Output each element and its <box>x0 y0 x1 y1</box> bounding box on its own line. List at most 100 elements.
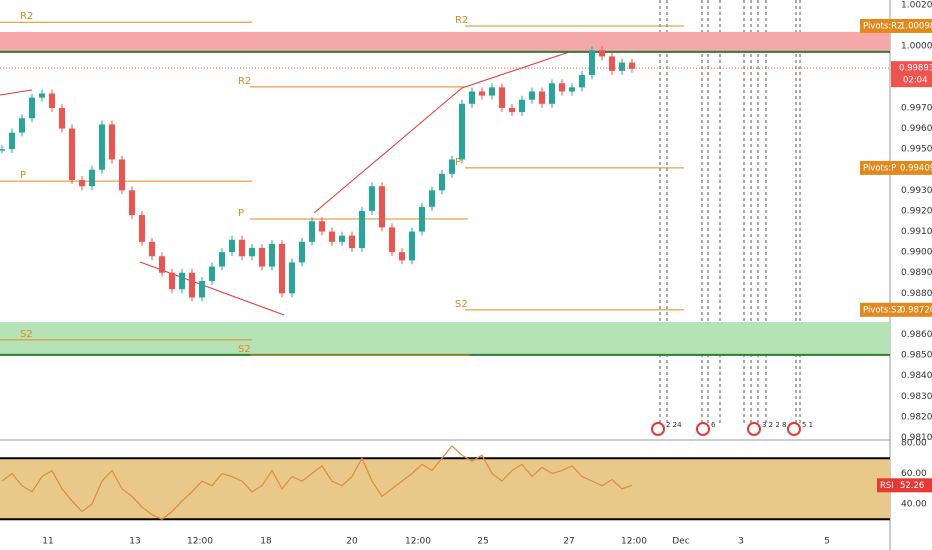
candle <box>289 262 295 294</box>
event-icon <box>787 422 801 436</box>
candle <box>279 243 285 294</box>
rsi-tick-label: 60.00 <box>901 469 927 479</box>
candle <box>59 107 65 129</box>
candle <box>579 74 585 88</box>
candle <box>419 206 425 232</box>
event-label: 3 2 2 8 <box>762 421 787 429</box>
candle <box>69 128 75 181</box>
rsi-tick-label: 40.00 <box>901 500 927 510</box>
zone <box>0 321 890 355</box>
trend-line <box>313 44 591 214</box>
candle <box>599 50 605 57</box>
candle <box>9 132 15 150</box>
price-label-value: 1.00098 <box>900 21 932 31</box>
candle <box>619 62 625 71</box>
candle <box>29 97 35 119</box>
candle <box>589 50 595 75</box>
countdown: 02:04 <box>903 76 928 86</box>
x-tick-label: 18 <box>260 537 272 547</box>
candle <box>479 91 485 96</box>
x-tick-label: 13 <box>129 537 140 547</box>
pivot-label: S2 <box>20 329 33 340</box>
candle <box>119 159 125 191</box>
pivot-label: R2 <box>20 11 33 22</box>
rsi-name: RSI <box>880 481 894 491</box>
x-tick-label: 12:00 <box>621 537 647 547</box>
price-label-name: Pivots:S2 <box>863 305 902 315</box>
candle <box>359 210 365 249</box>
candle <box>469 91 475 104</box>
zone <box>0 31 890 52</box>
candle <box>559 83 565 92</box>
candle <box>99 124 105 170</box>
last-price-box <box>891 61 932 88</box>
price-label-value: 0.99409 <box>900 163 932 173</box>
pivot-label: R2 <box>455 15 468 26</box>
candle <box>229 239 235 253</box>
rsi-line <box>1 445 633 520</box>
candle <box>249 248 255 257</box>
x-tick-label: 12:00 <box>405 537 431 547</box>
price-label-box <box>860 18 932 33</box>
candle <box>499 87 505 108</box>
price-label-name: Pivots:P <box>863 163 896 173</box>
x-tick-label: 20 <box>346 537 358 547</box>
candle <box>519 99 525 113</box>
x-tick-label: 27 <box>563 537 574 547</box>
candle <box>0 149 5 151</box>
candle <box>489 87 495 96</box>
candle <box>89 169 95 187</box>
candle <box>159 256 165 273</box>
candle <box>299 241 305 263</box>
x-tick-label: 12:00 <box>187 537 213 547</box>
candle <box>329 231 335 242</box>
last-price: 0.99893 <box>899 64 932 74</box>
candle <box>189 272 195 298</box>
event-icon <box>747 422 761 436</box>
candle <box>409 231 415 261</box>
candle <box>179 272 185 290</box>
candle <box>109 124 115 160</box>
candle <box>219 252 225 267</box>
price-label-name: Pivots:R2 <box>863 21 902 31</box>
pivot-label: P <box>20 170 26 181</box>
price-label-value: 0.98720 <box>900 305 932 315</box>
event-icon <box>651 422 665 436</box>
candle <box>259 248 265 267</box>
x-tick-label: 11 <box>42 537 53 547</box>
candle <box>169 272 175 290</box>
candle <box>339 235 345 242</box>
candle <box>459 103 465 160</box>
candle <box>529 91 535 100</box>
candle <box>139 215 145 242</box>
candle <box>509 107 515 113</box>
event-label: 6 <box>711 421 716 429</box>
candle <box>539 91 545 104</box>
x-tick-label: 3 <box>738 537 744 547</box>
y-tick-label: 1.00200 <box>901 0 932 10</box>
candle <box>39 93 45 98</box>
candle <box>309 221 315 242</box>
candle <box>549 83 555 104</box>
candle <box>429 190 435 207</box>
candle <box>369 186 375 211</box>
rsi-value: 52.26 <box>900 481 924 491</box>
candle <box>389 227 395 253</box>
candle <box>199 280 205 298</box>
pivot-label: P <box>455 157 461 168</box>
event-label: 5 1 <box>802 421 813 429</box>
candle <box>19 118 25 133</box>
candle <box>129 190 135 216</box>
event-icon <box>696 422 710 436</box>
candle <box>629 62 635 69</box>
